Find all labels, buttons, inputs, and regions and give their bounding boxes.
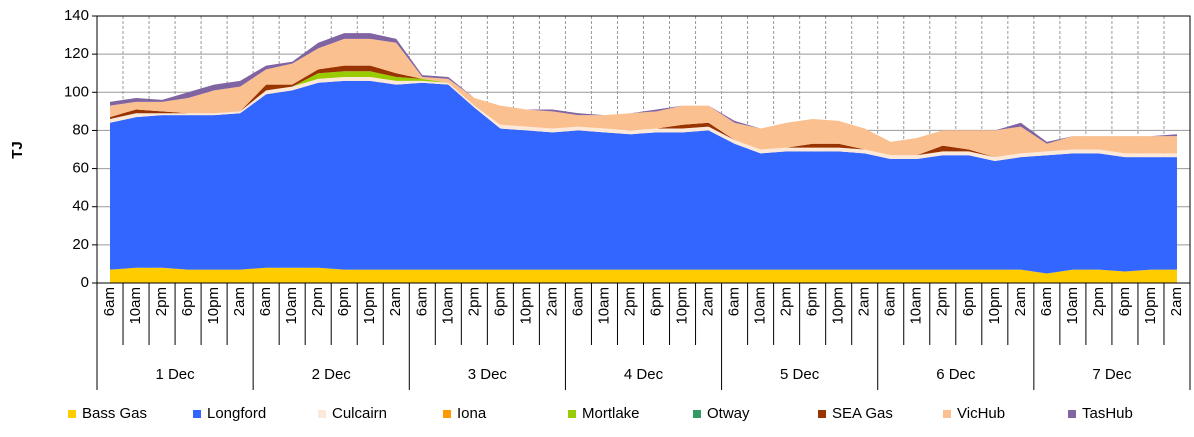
- x-tick-label: 10pm: [986, 287, 1003, 325]
- legend-swatch: [943, 410, 951, 418]
- x-tick-label: 6pm: [960, 287, 977, 316]
- x-tick-label: 2pm: [778, 287, 795, 316]
- x-tick-label: 10am: [283, 287, 300, 325]
- legend-label: Culcairn: [332, 405, 387, 422]
- x-tick-label: 2pm: [934, 287, 951, 316]
- x-tick-label: 6pm: [179, 287, 196, 316]
- x-group-label: 6 Dec: [936, 366, 976, 383]
- x-tick-label: 6pm: [335, 287, 352, 316]
- x-tick-label: 6am: [413, 287, 430, 316]
- y-tick-label: 20: [72, 236, 89, 253]
- x-tick-label: 6am: [882, 287, 899, 316]
- legend-swatch: [693, 410, 701, 418]
- x-tick-label: 6am: [1038, 287, 1055, 316]
- x-tick-label: 6am: [257, 287, 274, 316]
- x-tick-label: 2pm: [621, 287, 638, 316]
- legend-label: Bass Gas: [82, 405, 147, 422]
- legend-label: Otway: [707, 405, 750, 422]
- y-tick-label: 80: [72, 121, 89, 138]
- x-tick-label: 10am: [752, 287, 769, 325]
- x-tick-label: 2pm: [465, 287, 482, 316]
- x-tick-label: 10am: [595, 287, 612, 325]
- legend-label: TasHub: [1082, 405, 1133, 422]
- x-tick-label: 2am: [1012, 287, 1029, 316]
- x-tick-label: 10am: [1064, 287, 1081, 325]
- x-tick-label: 10pm: [517, 287, 534, 325]
- x-tick-label: 2am: [856, 287, 873, 316]
- x-tick-label: 10pm: [1142, 287, 1159, 325]
- area: [110, 267, 1177, 283]
- legend-swatch: [818, 410, 826, 418]
- y-tick-label: 100: [64, 83, 89, 100]
- x-tick-label: 6pm: [647, 287, 664, 316]
- x-tick-label: 2am: [543, 287, 560, 316]
- x-group-label: 4 Dec: [624, 366, 664, 383]
- legend-label: Longford: [207, 405, 266, 422]
- x-tick-label: 2pm: [1090, 287, 1107, 316]
- x-group-label: 7 Dec: [1092, 366, 1132, 383]
- x-tick-label: 10am: [439, 287, 456, 325]
- x-tick-label: 10am: [127, 287, 144, 325]
- y-tick-label: 120: [64, 45, 89, 62]
- x-tick-label: 2am: [1168, 287, 1185, 316]
- legend-label: VicHub: [957, 405, 1005, 422]
- legend-swatch: [193, 410, 201, 418]
- legend-label: Mortlake: [582, 405, 640, 422]
- x-tick-label: 10pm: [674, 287, 691, 325]
- x-tick-label: 2am: [700, 287, 717, 316]
- x-group-label: 5 Dec: [780, 366, 820, 383]
- y-tick-label: 140: [64, 7, 89, 24]
- legend-swatch: [68, 410, 76, 418]
- area: [110, 77, 1177, 161]
- legend-swatch: [568, 410, 576, 418]
- y-tick-label: 40: [72, 198, 89, 215]
- y-axis-label: TJ: [9, 141, 26, 159]
- x-group-label: 1 Dec: [155, 366, 195, 383]
- x-tick-label: 10am: [908, 287, 925, 325]
- x-tick-label: 6pm: [804, 287, 821, 316]
- x-tick-label: 10pm: [205, 287, 222, 325]
- x-tick-label: 6pm: [1116, 287, 1133, 316]
- y-tick-label: 0: [81, 274, 89, 291]
- x-tick-label: 2pm: [309, 287, 326, 316]
- x-tick-label: 2am: [387, 287, 404, 316]
- x-tick-label: 10pm: [361, 287, 378, 325]
- x-tick-label: 10pm: [830, 287, 847, 325]
- legend-swatch: [1068, 410, 1076, 418]
- x-tick-label: 6am: [101, 287, 118, 316]
- x-group-label: 3 Dec: [468, 366, 508, 383]
- legend-label: Iona: [457, 405, 487, 422]
- area: [110, 80, 1177, 274]
- legend-label: SEA Gas: [832, 405, 893, 422]
- x-tick-label: 2am: [231, 287, 248, 316]
- x-tick-label: 2pm: [153, 287, 170, 316]
- y-tick-label: 60: [72, 160, 89, 177]
- x-group-label: 2 Dec: [312, 366, 352, 383]
- x-tick-label: 6pm: [491, 287, 508, 316]
- area: [110, 38, 1177, 158]
- x-tick-label: 6am: [726, 287, 743, 316]
- x-tick-label: 6am: [569, 287, 586, 316]
- legend-swatch: [443, 410, 451, 418]
- legend-swatch: [318, 410, 326, 418]
